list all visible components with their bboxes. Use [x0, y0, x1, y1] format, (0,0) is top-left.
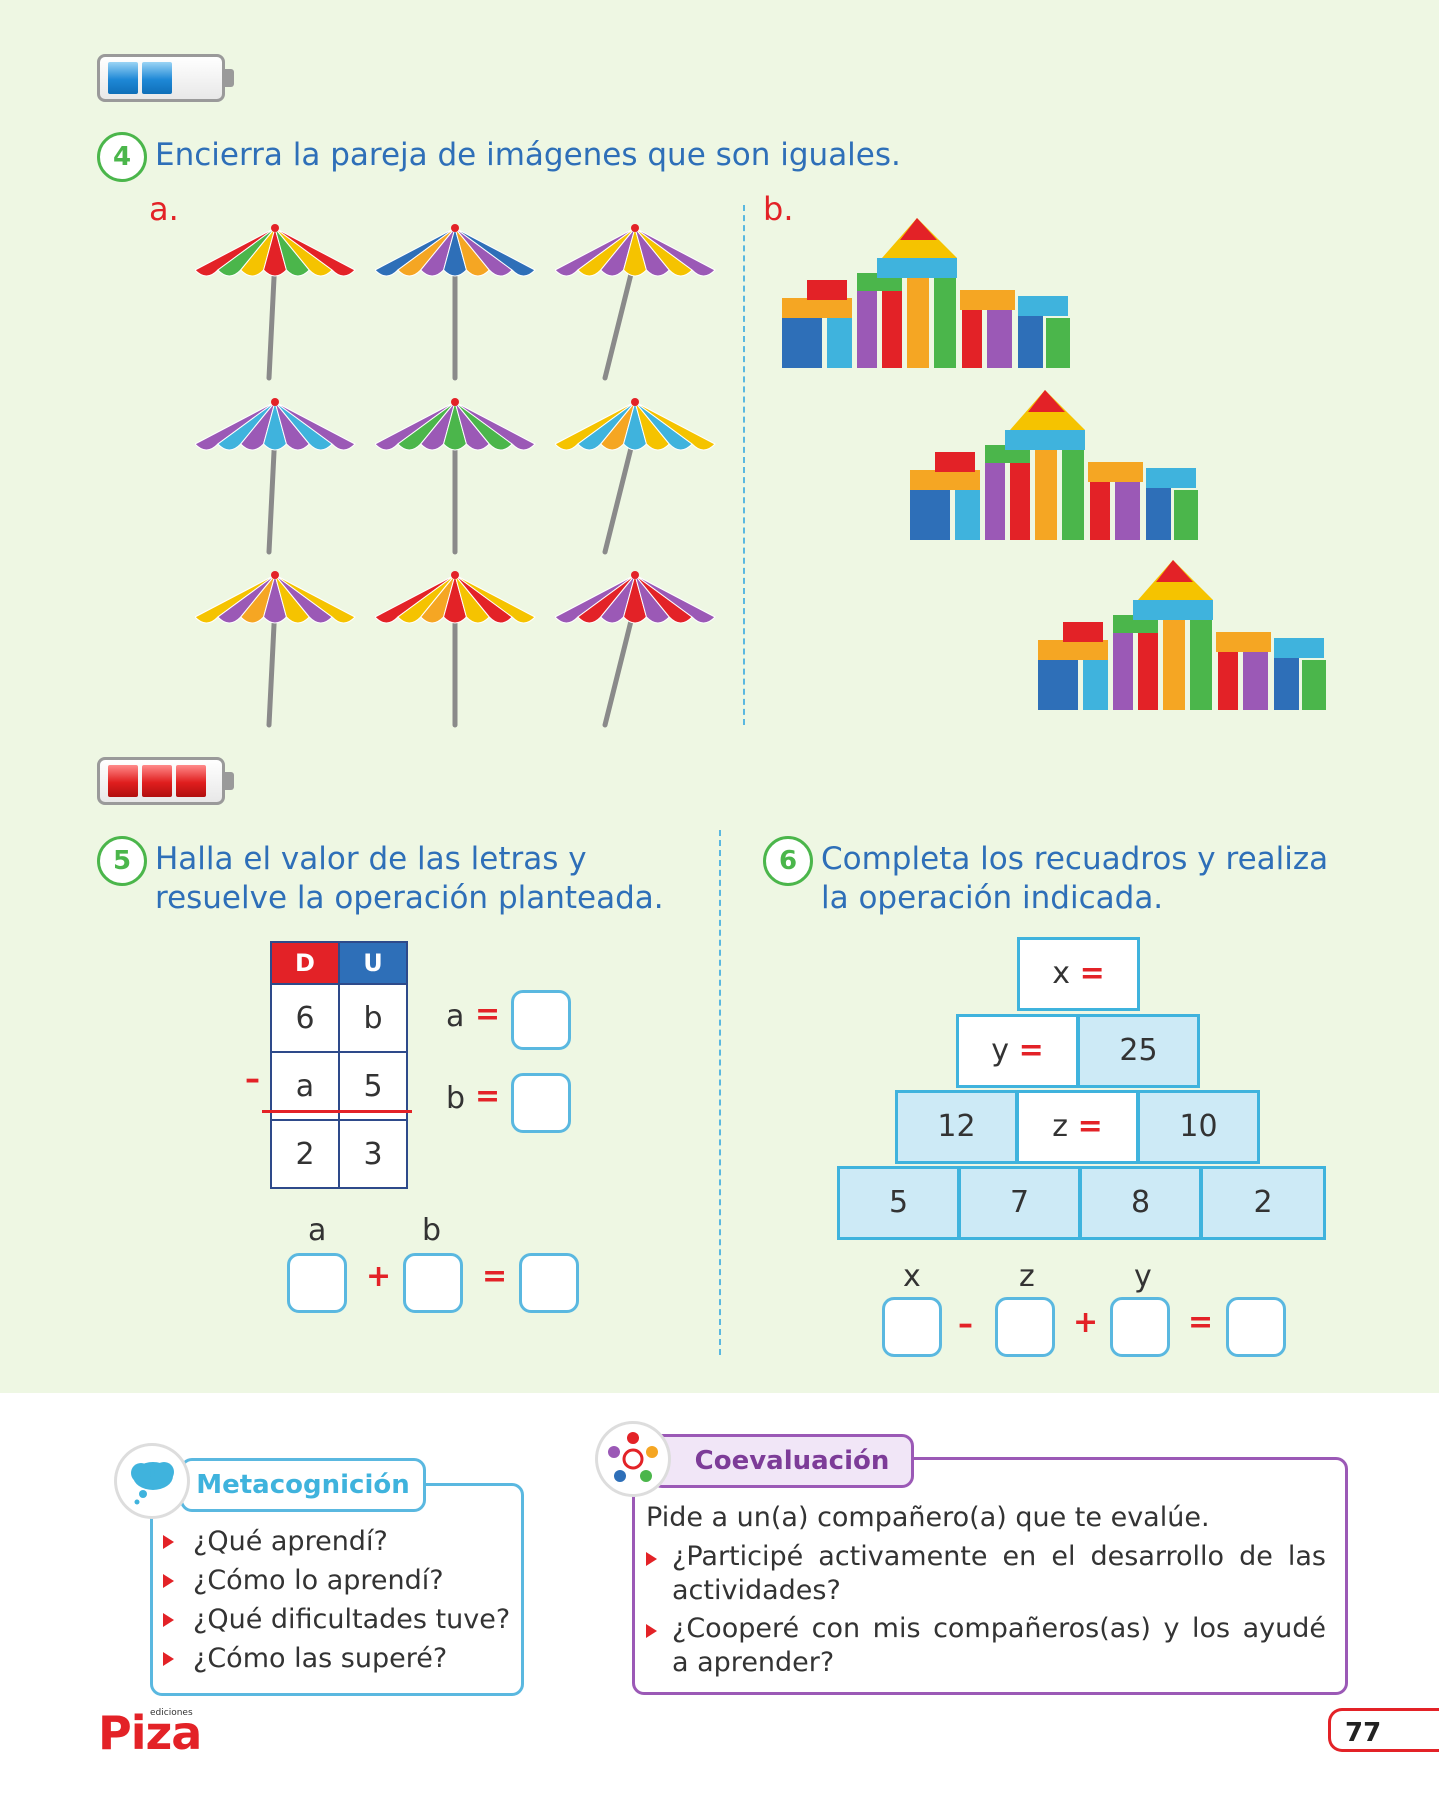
list-item: ¿Participé activamente en el desarrollo … — [646, 1540, 1326, 1608]
place-value-table: D U 6 b a 5 2 3 — [270, 941, 408, 1189]
question-number: 4 — [97, 132, 147, 182]
list-item: ¿Cooperé con mis compañeros(as) y los ay… — [646, 1612, 1326, 1680]
answer-box-sum-b[interactable] — [403, 1253, 463, 1313]
header-decenas: D — [270, 941, 340, 985]
answer-box-x[interactable] — [882, 1297, 942, 1357]
coevaluation-intro: Pide a un(a) compañero(a) que te evalúe. — [646, 1502, 1210, 1533]
umbrella-icon[interactable] — [554, 392, 720, 571]
umbrella-icon[interactable] — [194, 218, 360, 397]
divider — [719, 830, 721, 1355]
eq-label-x: x — [903, 1259, 921, 1294]
sublabel-a: a. — [149, 190, 179, 228]
equals-sign: = — [1188, 1305, 1214, 1340]
umbrella-icon[interactable] — [374, 565, 540, 744]
table-cell: 3 — [338, 1119, 408, 1189]
plus-operator: + — [1073, 1305, 1099, 1340]
umbrella-icon[interactable] — [554, 565, 720, 744]
answer-box-result[interactable] — [1226, 1297, 1286, 1357]
coevaluation-title: Coevaluación — [650, 1434, 914, 1488]
table-cell: 5 — [338, 1051, 408, 1121]
answer-box-a[interactable] — [511, 990, 571, 1050]
answer-box-z[interactable] — [995, 1297, 1055, 1357]
pyramid-cell-x[interactable]: x = — [1017, 937, 1140, 1011]
blocks-castle-icon[interactable] — [1038, 560, 1338, 724]
answer-box-y[interactable] — [1110, 1297, 1170, 1357]
thought-cloud-icon — [117, 1446, 187, 1516]
question-number: 6 — [763, 836, 813, 886]
answer-box-sum-a[interactable] — [287, 1253, 347, 1313]
umbrella-icon[interactable] — [554, 218, 720, 397]
question-text-line1: Halla el valor de las letras y — [155, 841, 587, 877]
table-cell: b — [338, 983, 408, 1053]
sublabel-b: b. — [763, 190, 794, 228]
group-people-icon — [598, 1424, 668, 1494]
metacognition-list: ¿Qué aprendí? ¿Cómo lo aprendí? ¿Qué dif… — [163, 1522, 510, 1678]
publisher-logo-sub: ediciones — [150, 1708, 193, 1718]
answer-box-b[interactable] — [511, 1073, 571, 1133]
header-unidades: U — [338, 941, 408, 985]
umbrella-icon[interactable] — [194, 565, 360, 744]
metacognition-title: Metacognición — [180, 1458, 426, 1512]
list-item: ¿Cómo las superé? — [163, 1639, 510, 1678]
list-item: ¿Qué aprendí? — [163, 1522, 510, 1561]
question-text-line1: Completa los recuadros y realiza — [821, 841, 1329, 877]
battery-blue-icon — [97, 54, 234, 102]
question-text: Encierra la pareja de imágenes que son i… — [155, 137, 901, 173]
blocks-castle-icon[interactable] — [782, 218, 1082, 382]
metacognition-box — [150, 1483, 524, 1696]
pyramid-cell: 12 — [895, 1090, 1018, 1164]
pyramid-cell: 25 — [1077, 1014, 1200, 1088]
umbrella-icon[interactable] — [374, 392, 540, 571]
page-number: 77 — [1328, 1708, 1439, 1752]
sum-label-b: b — [422, 1213, 442, 1248]
minus-operator: – — [245, 1062, 260, 1097]
question-text-line2: resuelve la operación planteada. — [155, 880, 664, 916]
umbrella-icon[interactable] — [194, 392, 360, 571]
label-a: a — [446, 999, 465, 1034]
list-item: ¿Cómo lo aprendí? — [163, 1561, 510, 1600]
pyramid-cell-y[interactable]: y = — [956, 1014, 1079, 1088]
table-cell: 6 — [270, 983, 340, 1053]
pyramid-cell-z[interactable]: z = — [1016, 1090, 1139, 1164]
table-cell: a — [270, 1051, 340, 1121]
list-item: ¿Qué dificultades tuve? — [163, 1600, 510, 1639]
minus-operator: – — [958, 1307, 973, 1342]
pyramid-cell: 2 — [1200, 1166, 1326, 1240]
equals-sign: = — [475, 1079, 501, 1114]
label-b: b — [446, 1081, 466, 1116]
answer-box-result[interactable] — [519, 1253, 579, 1313]
eq-label-y: y — [1134, 1259, 1152, 1294]
eq-label-z: z — [1019, 1259, 1035, 1294]
pyramid-cell: 8 — [1079, 1166, 1202, 1240]
equals-sign: = — [482, 1259, 508, 1294]
blocks-castle-icon[interactable] — [910, 390, 1210, 554]
pyramid-cell: 7 — [958, 1166, 1081, 1240]
plus-operator: + — [366, 1259, 392, 1294]
coevaluation-box — [632, 1457, 1348, 1695]
umbrella-icon[interactable] — [374, 218, 540, 397]
pyramid-cell: 5 — [837, 1166, 960, 1240]
publisher-logo: Piza — [98, 1706, 202, 1760]
subtraction-line — [262, 1110, 412, 1113]
question-number: 5 — [97, 836, 147, 886]
battery-red-icon — [97, 757, 234, 805]
divider — [743, 205, 745, 725]
question-text-line2: la operación indicada. — [821, 880, 1164, 916]
pyramid-cell: 10 — [1137, 1090, 1260, 1164]
equals-sign: = — [475, 997, 501, 1032]
sum-label-a: a — [308, 1213, 327, 1248]
table-cell: 2 — [270, 1119, 340, 1189]
